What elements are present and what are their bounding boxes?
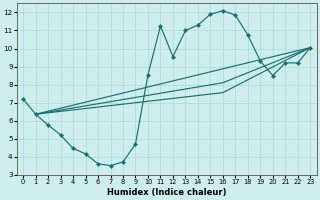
X-axis label: Humidex (Indice chaleur): Humidex (Indice chaleur) [107, 188, 227, 197]
